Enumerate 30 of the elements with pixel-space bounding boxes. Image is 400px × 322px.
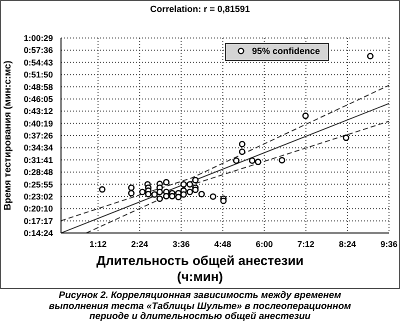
y-tick-label: 0:34:34 (24, 142, 54, 153)
y-tick-label: 0:25:55 (24, 179, 54, 190)
y-tick-label: 0:20:10 (24, 204, 54, 214)
x-tick-label: 4:48 (214, 239, 232, 250)
x-tick-label: 8:24 (338, 239, 356, 250)
x-tick-label: 7:12 (297, 239, 315, 250)
y-tick-label: 0:14:24 (24, 228, 54, 238)
y-tick-label: 0:48:58 (24, 82, 54, 92)
y-tick-label: 0:46:05 (24, 94, 54, 104)
chart-title: Correlation: r = 0,81591 (149, 4, 251, 14)
legend-label: 95% confidence (252, 46, 320, 56)
y-tick-label: 0:43:12 (24, 106, 54, 116)
y-tick-label: 0:31:41 (24, 154, 54, 165)
y-tick-label: 0:57:36 (24, 45, 54, 56)
x-tick-label: 1:12 (90, 239, 107, 250)
x-tick-label: 3:36 (172, 239, 190, 250)
x-tick-label: 9:36 (380, 239, 398, 250)
y-tick-label: 0:23:02 (24, 191, 54, 202)
text: Рисунок 2. Корреляционная зависимость между временем выполнения теста «Таблицы Шульте» в послеоперационном периоде и длительностью общей анестезии (48, 289, 352, 322)
y-tick-label: 0:51:50 (24, 70, 54, 80)
y-axis-title: Время тестирования (мин:с:мс) (2, 60, 14, 210)
x-axis-title: Длительность общей анестезии (ч:мин) (95, 253, 305, 285)
y-tick-label: 0:17:17 (24, 216, 54, 226)
x-tick-label: 6:00 (256, 239, 274, 250)
x-tick-label: 2:24 (131, 239, 148, 250)
y-tick-label: 1:00:29 (24, 33, 54, 44)
y-tick-label: 0:40:19 (24, 118, 54, 128)
y-tick-label: 0:37:26 (24, 130, 54, 141)
y-tick-label: 0:54:43 (24, 57, 54, 68)
y-tick-label: 0:28:48 (24, 167, 54, 178)
